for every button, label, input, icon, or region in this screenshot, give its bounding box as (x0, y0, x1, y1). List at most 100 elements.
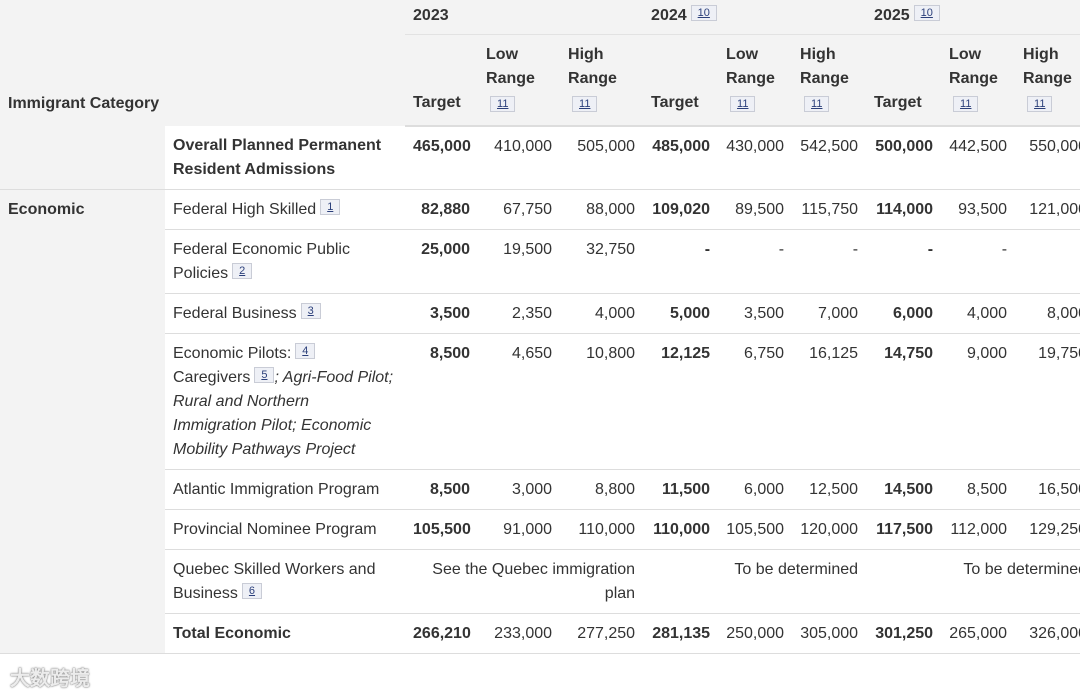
value-cell: 542,500 (792, 126, 867, 190)
row-name: Total Economic (165, 613, 406, 654)
value-cell: 12,125 (643, 333, 719, 470)
row-name: Overall Planned Permanent Resident Admis… (165, 126, 406, 190)
value-cell: 89,500 (718, 189, 793, 230)
value-cell: 16,125 (792, 333, 867, 470)
value-cell: 10,800 (560, 333, 644, 470)
value-cell: 14,750 (866, 333, 942, 470)
value-cell: 8,500 (405, 469, 479, 510)
header-row: Target Low Range 11 High Range 11 Target Low R… (0, 34, 1080, 127)
row-name-text: Caregivers (173, 369, 251, 386)
value-cell: 88,000 (560, 189, 644, 230)
value-cell: 11,500 (643, 469, 719, 510)
value-cell: 465,000 (405, 126, 479, 190)
value-cell: 105,500 (405, 509, 479, 550)
row-name-text: Atlantic Immigration Program (173, 481, 380, 498)
year-label: 2025 (874, 7, 910, 24)
year-header: 2023 (405, 0, 644, 35)
row-name: Federal Business 3 (165, 293, 406, 334)
value-cell: 82,880 (405, 189, 479, 230)
merged-cell: See the Quebec immigration plan (405, 549, 644, 614)
column-header: High Range 11 (1015, 34, 1080, 127)
value-cell: 277,250 (560, 613, 644, 654)
value-cell: 4,000 (941, 293, 1016, 334)
value-cell: 7,000 (792, 293, 867, 334)
footnote-link[interactable]: 10 (690, 5, 717, 21)
value-cell: 32,750 (560, 229, 644, 294)
column-header: Target (643, 34, 719, 127)
category-cell: Economic (0, 189, 165, 654)
value-cell: 120,000 (792, 509, 867, 550)
row-name-text: Economic Pilots: (173, 345, 292, 362)
value-cell: - (866, 229, 942, 294)
value-cell: 93,500 (941, 189, 1016, 230)
footnote-link[interactable]: 11 (572, 96, 598, 112)
column-header: High Range 11 (560, 34, 644, 127)
value-cell: 25,000 (405, 229, 479, 294)
table-row: Federal Business 3 3,500 2,350 4,000 5,000 3,5… (0, 293, 1080, 334)
value-cell: 110,000 (643, 509, 719, 550)
row-name: Federal Economic Public Policies 2 (165, 229, 406, 294)
value-cell: 19,750 (1015, 333, 1080, 470)
footnote-link[interactable]: 11 (730, 96, 756, 112)
footnote-link[interactable]: 1 (320, 199, 341, 215)
category-cell (0, 126, 165, 190)
value-cell: 8,500 (405, 333, 479, 470)
value-cell: - (1015, 229, 1080, 294)
value-cell: 109,020 (643, 189, 719, 230)
value-cell: - (643, 229, 719, 294)
value-cell: 305,000 (792, 613, 867, 654)
value-cell: 16,500 (1015, 469, 1080, 510)
column-label: Low Range (726, 46, 775, 87)
value-cell: 5,000 (643, 293, 719, 334)
value-cell: 485,000 (643, 126, 719, 190)
value-cell: 67,750 (478, 189, 561, 230)
table-header: Immigrant Category 2023 2024 10 2025 10 Target… (0, 0, 1080, 127)
value-cell: 281,135 (643, 613, 719, 654)
footnote-link[interactable]: 10 (913, 5, 940, 21)
value-cell: 9,000 (941, 333, 1016, 470)
levels-table: Immigrant Category 2023 2024 10 2025 10 Target… (0, 0, 1080, 654)
column-header: Low Range 11 (941, 34, 1016, 127)
value-cell: 430,000 (718, 126, 793, 190)
value-cell: 114,000 (866, 189, 942, 230)
footnote-link[interactable]: 6 (241, 583, 263, 599)
value-cell: 105,500 (718, 509, 793, 550)
footnote-link[interactable]: 5 (254, 367, 275, 383)
row-name-text: Provincial Nominee Program (173, 521, 377, 538)
row-name-text: ; Agri-Food Pilot; Rural and Northern Im… (173, 369, 394, 458)
value-cell: 112,000 (941, 509, 1016, 550)
value-cell: 500,000 (866, 126, 942, 190)
table-body: Overall Planned Permanent Resident Admis… (0, 126, 1080, 654)
footnote-link[interactable]: 3 (300, 303, 321, 319)
value-cell: 91,000 (478, 509, 561, 550)
column-header: High Range 11 (792, 34, 867, 127)
column-label: Low Range (949, 46, 998, 87)
table-row: Overall Planned Permanent Resident Admis… (0, 126, 1080, 190)
column-label: Low Range (486, 46, 535, 87)
value-cell: 110,000 (560, 509, 644, 550)
year-label: 2023 (413, 7, 449, 24)
value-cell: 442,500 (941, 126, 1016, 190)
value-cell: 12,500 (792, 469, 867, 510)
footnote-link[interactable]: 2 (232, 263, 253, 279)
row-name-text: Total Economic (173, 625, 291, 642)
footnote-link[interactable]: 11 (490, 96, 516, 112)
row-name: Atlantic Immigration Program (165, 469, 406, 510)
column-label: High Range (568, 46, 617, 87)
footnote-link[interactable]: 11 (1027, 96, 1053, 112)
value-cell: 266,210 (405, 613, 479, 654)
value-cell: 6,000 (866, 293, 942, 334)
year-header: 2024 10 (643, 0, 867, 35)
value-cell: 410,000 (478, 126, 561, 190)
footnote-link[interactable]: 11 (953, 96, 979, 112)
value-cell: 3,500 (718, 293, 793, 334)
table-row: Federal Economic Public Policies 2 25,000 1… (0, 229, 1080, 294)
table-row: Total Economic 266,210 233,000 277,250 281,1… (0, 613, 1080, 654)
value-cell: 2,350 (478, 293, 561, 334)
value-cell: 8,500 (941, 469, 1016, 510)
row-name: Economic Pilots: 4 Caregivers 5; Agri-Food… (165, 333, 406, 470)
footnote-link[interactable]: 11 (804, 96, 830, 112)
footnote-link[interactable]: 4 (295, 343, 316, 359)
value-cell: 326,000 (1015, 613, 1080, 654)
watermark: 大数跨境 (10, 666, 90, 690)
